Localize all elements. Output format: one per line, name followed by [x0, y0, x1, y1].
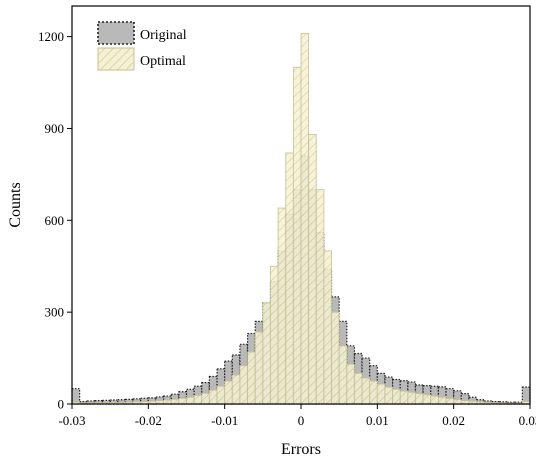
bar-optimal — [262, 302, 271, 405]
x-tick-label: -0.03 — [58, 413, 85, 428]
bar-optimal — [361, 377, 371, 405]
bar-optimal — [170, 399, 180, 405]
bar-original — [140, 397, 149, 405]
bar-optimal — [270, 265, 279, 405]
bar-optimal — [285, 152, 294, 405]
bar-optimal — [308, 134, 317, 405]
x-axis-title: Errors — [281, 441, 321, 458]
bar-optimal — [216, 385, 226, 405]
y-tick-label: 900 — [45, 121, 65, 136]
x-tick-label: 0.03 — [519, 413, 536, 428]
y-tick-label: 300 — [45, 305, 65, 320]
bar-optimal — [300, 33, 310, 405]
x-tick-label: -0.01 — [211, 413, 238, 428]
bar-optimal — [292, 66, 302, 405]
bar-optimal — [231, 374, 241, 405]
bar-optimal — [407, 391, 416, 405]
y-axis: 0 300 600 900 1200 — [38, 29, 72, 412]
y-tick-label: 0 — [58, 397, 65, 412]
bar-optimal — [399, 390, 409, 405]
legend-label-optimal: Optimal — [140, 54, 186, 69]
bar-optimal — [384, 386, 394, 405]
bar-optimal — [193, 395, 203, 405]
bar-optimal — [346, 363, 355, 405]
y-axis-title: Counts — [7, 182, 24, 227]
bar-optimal — [354, 372, 363, 405]
bar-optimal — [430, 395, 439, 405]
bar-optimal — [437, 396, 447, 405]
bar-original — [178, 391, 188, 405]
x-tick-label: 0.01 — [366, 413, 389, 428]
bar-optimal — [201, 392, 210, 405]
bar-optimal — [415, 393, 424, 405]
bar-optimal — [224, 380, 233, 405]
bar-optimal — [186, 396, 195, 405]
bar-original — [430, 385, 439, 405]
bar-optimal — [277, 207, 287, 405]
bar-original — [71, 388, 81, 405]
bar-optimal — [208, 389, 218, 405]
bar-optimal — [247, 351, 256, 405]
x-axis: -0.03 -0.02 -0.01 0 0.01 0.02 0.03 — [58, 404, 536, 428]
legend-swatch-original — [97, 21, 135, 45]
y-tick-label: 1200 — [38, 29, 64, 44]
bar-optimal — [254, 331, 264, 405]
bar-optimal — [315, 189, 325, 405]
x-tick-label: 0.02 — [442, 413, 465, 428]
bar-optimal — [445, 398, 455, 405]
bar-optimal — [331, 311, 340, 405]
bar-optimal — [422, 394, 432, 405]
bar-optimal — [369, 380, 378, 405]
y-tick-label: 600 — [45, 213, 65, 228]
x-tick-label: 0 — [298, 413, 305, 428]
optimal-bars — [71, 33, 531, 405]
legend-label-original: Original — [140, 28, 187, 43]
x-tick-label: -0.02 — [135, 413, 162, 428]
bar-optimal — [376, 383, 386, 405]
bar-optimal — [178, 398, 187, 405]
bar-original — [185, 388, 195, 405]
legend-swatch-optimal — [97, 47, 135, 71]
bar-optimal — [453, 399, 462, 405]
bar-optimal — [338, 345, 348, 405]
bar-optimal — [239, 365, 248, 405]
legend: Original Optimal — [97, 21, 187, 71]
bar-optimal — [392, 388, 401, 405]
bar-optimal — [323, 250, 332, 405]
